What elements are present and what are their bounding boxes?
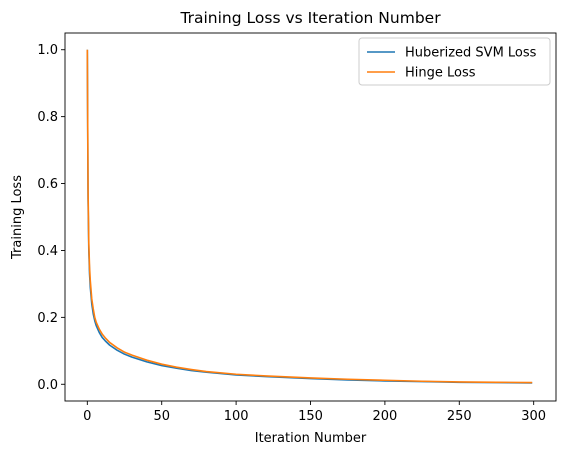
x-tick-label: 0 [83, 409, 91, 424]
x-tick-label: 300 [521, 409, 546, 424]
legend-label: Hinge Loss [405, 66, 476, 81]
x-tick-label: 100 [224, 409, 249, 424]
y-tick-label: 0.8 [37, 110, 58, 125]
legend: Huberized SVM Loss Hinge Loss [358, 37, 551, 86]
x-tick-label: 150 [298, 409, 323, 424]
x-axis-title: Iteration Number [255, 431, 367, 446]
series-line-2 [86, 49, 533, 384]
chart-title: Training Loss vs Iteration Number [179, 9, 441, 27]
legend-label: Huberized SVM Loss [405, 46, 537, 61]
x-tick-label: 250 [447, 409, 472, 424]
y-tick-label: 0.0 [37, 378, 58, 393]
y-tick-label: 0.2 [37, 311, 58, 326]
legend-box [358, 37, 551, 86]
y-tick-label: 0.4 [37, 244, 58, 259]
x-tick-label: 50 [153, 409, 170, 424]
y-tick-label: 0.6 [37, 177, 58, 192]
y-axis-title: Training Loss [10, 175, 25, 260]
x-tick-label: 200 [372, 409, 397, 424]
y-tick-label: 1.0 [37, 43, 58, 58]
